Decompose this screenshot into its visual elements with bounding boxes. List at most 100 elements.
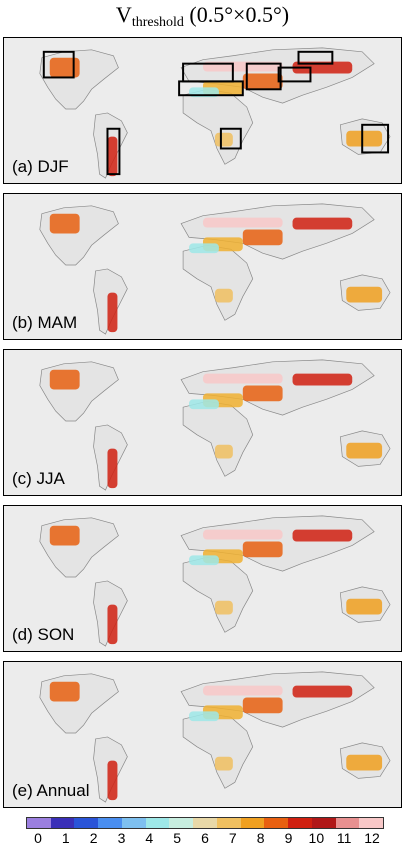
value-region (202, 217, 283, 228)
value-region (189, 555, 219, 566)
map-panel: (b) MAM (3, 193, 402, 340)
value-region (242, 229, 283, 246)
study-region-box (361, 123, 390, 154)
colorbar-tick-label: 9 (284, 830, 293, 846)
colorbar-tick-label: 1 (61, 830, 70, 846)
colorbar-tick-label: 0 (34, 830, 42, 846)
panel-label: (c) JJA (12, 469, 65, 488)
colorbar-tick-label: 4 (145, 830, 154, 846)
colorbar-segment (335, 818, 360, 828)
value-region (214, 444, 233, 459)
study-region-box (42, 50, 75, 79)
value-region (189, 243, 219, 254)
figure-title: Vthreshold (0.5°×0.5°) (0, 2, 405, 31)
continent-outline (182, 556, 254, 633)
colorbar-tick-label: 6 (201, 830, 209, 846)
world-map (39, 47, 391, 179)
study-region-box (277, 66, 312, 83)
colorbar-segment (74, 818, 99, 828)
colorbar-tick-label: 12 (364, 830, 380, 846)
value-region (107, 604, 118, 645)
study-region-box (297, 50, 334, 65)
panel-label: (b) MAM (12, 313, 78, 332)
colorbar-tick-label: 7 (228, 830, 237, 846)
value-region (49, 57, 80, 78)
value-region (346, 130, 383, 147)
colorbar-segment (359, 818, 384, 828)
value-region (214, 756, 233, 771)
value-region (189, 399, 219, 410)
colorbar-segment (98, 818, 122, 828)
value-region (189, 711, 219, 722)
value-region (242, 697, 283, 714)
world-map (39, 203, 391, 335)
value-region (242, 73, 283, 90)
value-region (107, 448, 118, 489)
value-region (292, 373, 353, 386)
value-region (49, 681, 80, 702)
colorbar-tick-label: 5 (173, 830, 182, 846)
continent-outline (182, 400, 254, 477)
title-resolution: (0.5°×0.5°) (183, 2, 290, 27)
colorbar-segment (216, 818, 241, 828)
value-region (107, 292, 118, 333)
study-region-box (219, 127, 242, 150)
value-region (292, 685, 353, 698)
map-panel: (c) JJA (3, 349, 402, 496)
colorbar (26, 817, 384, 829)
colorbar-segment (193, 818, 217, 828)
colorbar-segment (240, 818, 265, 828)
continent-outline (182, 244, 254, 321)
continent-outline (182, 88, 254, 165)
title-main: V (115, 2, 132, 27)
value-region (214, 132, 233, 147)
world-map (39, 359, 391, 491)
value-region (49, 369, 80, 390)
value-region (292, 61, 353, 74)
colorbar-segment (169, 818, 194, 828)
value-region (49, 213, 80, 234)
world-map (39, 515, 391, 647)
colorbar-segment (311, 818, 336, 828)
colorbar-tick-label: 8 (256, 830, 265, 846)
value-region (242, 541, 283, 558)
value-region (292, 217, 353, 230)
value-region (202, 685, 283, 696)
value-region (214, 600, 233, 615)
value-region (202, 373, 283, 384)
study-region-box (178, 80, 244, 97)
colorbar-segment (264, 818, 289, 828)
panel-label: (e) Annual (12, 781, 90, 800)
value-region (346, 754, 383, 771)
colorbar-segment (288, 818, 312, 828)
value-region (292, 529, 353, 542)
value-region (242, 385, 283, 402)
continent-outline (182, 712, 254, 789)
colorbar-tick-label: 2 (89, 830, 98, 846)
study-region-box (106, 127, 121, 176)
panel-label: (a) DJF (12, 157, 69, 176)
colorbar-segment (121, 818, 146, 828)
value-region (107, 136, 118, 177)
colorbar-segment (145, 818, 170, 828)
value-region (49, 525, 80, 546)
map-panel: (e) Annual (3, 661, 402, 808)
value-region (346, 286, 383, 303)
value-region (202, 529, 283, 540)
study-region-box (245, 62, 282, 91)
colorbar-ticks: 0 1 2 3 4 5 6 7 8 9 10 11 12 (26, 830, 384, 848)
title-subscript: threshold (131, 15, 184, 30)
colorbar-tick-label: 11 (336, 830, 352, 846)
colorbar-segment (50, 818, 75, 828)
map-panel: (a) DJF (3, 37, 402, 184)
colorbar-tick-label: 3 (117, 830, 126, 846)
value-region (346, 442, 383, 459)
value-region (346, 598, 383, 615)
value-region (107, 760, 118, 801)
panel-label: (d) SON (12, 625, 75, 644)
world-map (39, 671, 391, 803)
colorbar-segment (27, 818, 51, 828)
colorbar-tick-label: 10 (308, 830, 325, 846)
map-panel: (d) SON (3, 505, 402, 652)
value-region (214, 288, 233, 303)
